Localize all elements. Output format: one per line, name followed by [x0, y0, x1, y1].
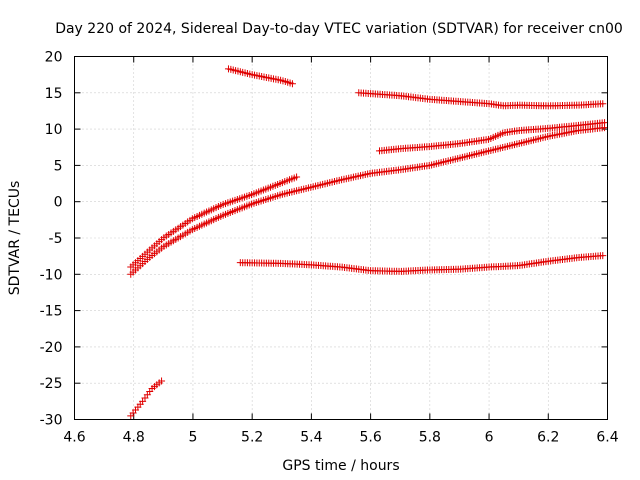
y-tick-label: 10 — [45, 122, 63, 138]
y-tick-label: 15 — [45, 86, 63, 102]
y-tick-label: -30 — [40, 413, 63, 429]
data-point — [288, 80, 296, 88]
x-axis-label: GPS time / hours — [282, 458, 399, 474]
data-point — [599, 252, 607, 260]
x-tick-label: 5.4 — [300, 430, 322, 446]
y-axis-label: SDTVAR / TECUs — [7, 181, 23, 296]
x-tick-label: 6.2 — [537, 430, 559, 446]
y-tick-label: -10 — [40, 267, 63, 283]
data-point — [601, 119, 609, 127]
tick-labels: 4.6 4.8 5 5.2 5.4 5.6 5.8 6 6.2 6.4 20 15 10 5 0 -5 -10 -… — [40, 50, 619, 446]
series-arc-f — [375, 119, 609, 155]
data-point — [158, 377, 166, 385]
data-point — [599, 100, 607, 108]
x-tick-label: 5.2 — [241, 430, 263, 446]
x-tick-label: 4.6 — [63, 430, 85, 446]
data-points — [127, 65, 609, 420]
x-tick-label: 5.8 — [419, 430, 441, 446]
x-tick-label: 6.4 — [596, 430, 618, 446]
x-tick-label: 4.8 — [123, 430, 145, 446]
chart-title: Day 220 of 2024, Sidereal Day-to-day VTE… — [55, 21, 623, 37]
grid-lines — [74, 56, 608, 420]
plot-frame — [74, 56, 608, 420]
x-tick-label: 5 — [188, 430, 197, 446]
y-tick-label: -25 — [40, 376, 63, 392]
y-tick-label: -15 — [40, 304, 63, 320]
series-arc-g — [236, 252, 607, 275]
series-arc-b — [127, 124, 609, 278]
x-tick-label: 5.6 — [359, 430, 381, 446]
y-tick-label: -20 — [40, 340, 63, 356]
y-tick-label: 5 — [54, 158, 63, 174]
series-arc-a — [127, 173, 301, 271]
y-tick-label: 0 — [54, 195, 63, 211]
series-arc-d — [224, 65, 296, 88]
x-tick-label: 6 — [485, 430, 494, 446]
data-point — [293, 173, 301, 181]
y-tick-label: -5 — [49, 231, 63, 247]
series-arc-e — [355, 89, 607, 110]
axis-ticks — [74, 56, 608, 420]
y-tick-label: 20 — [45, 50, 63, 66]
series-arc-c — [127, 377, 166, 420]
